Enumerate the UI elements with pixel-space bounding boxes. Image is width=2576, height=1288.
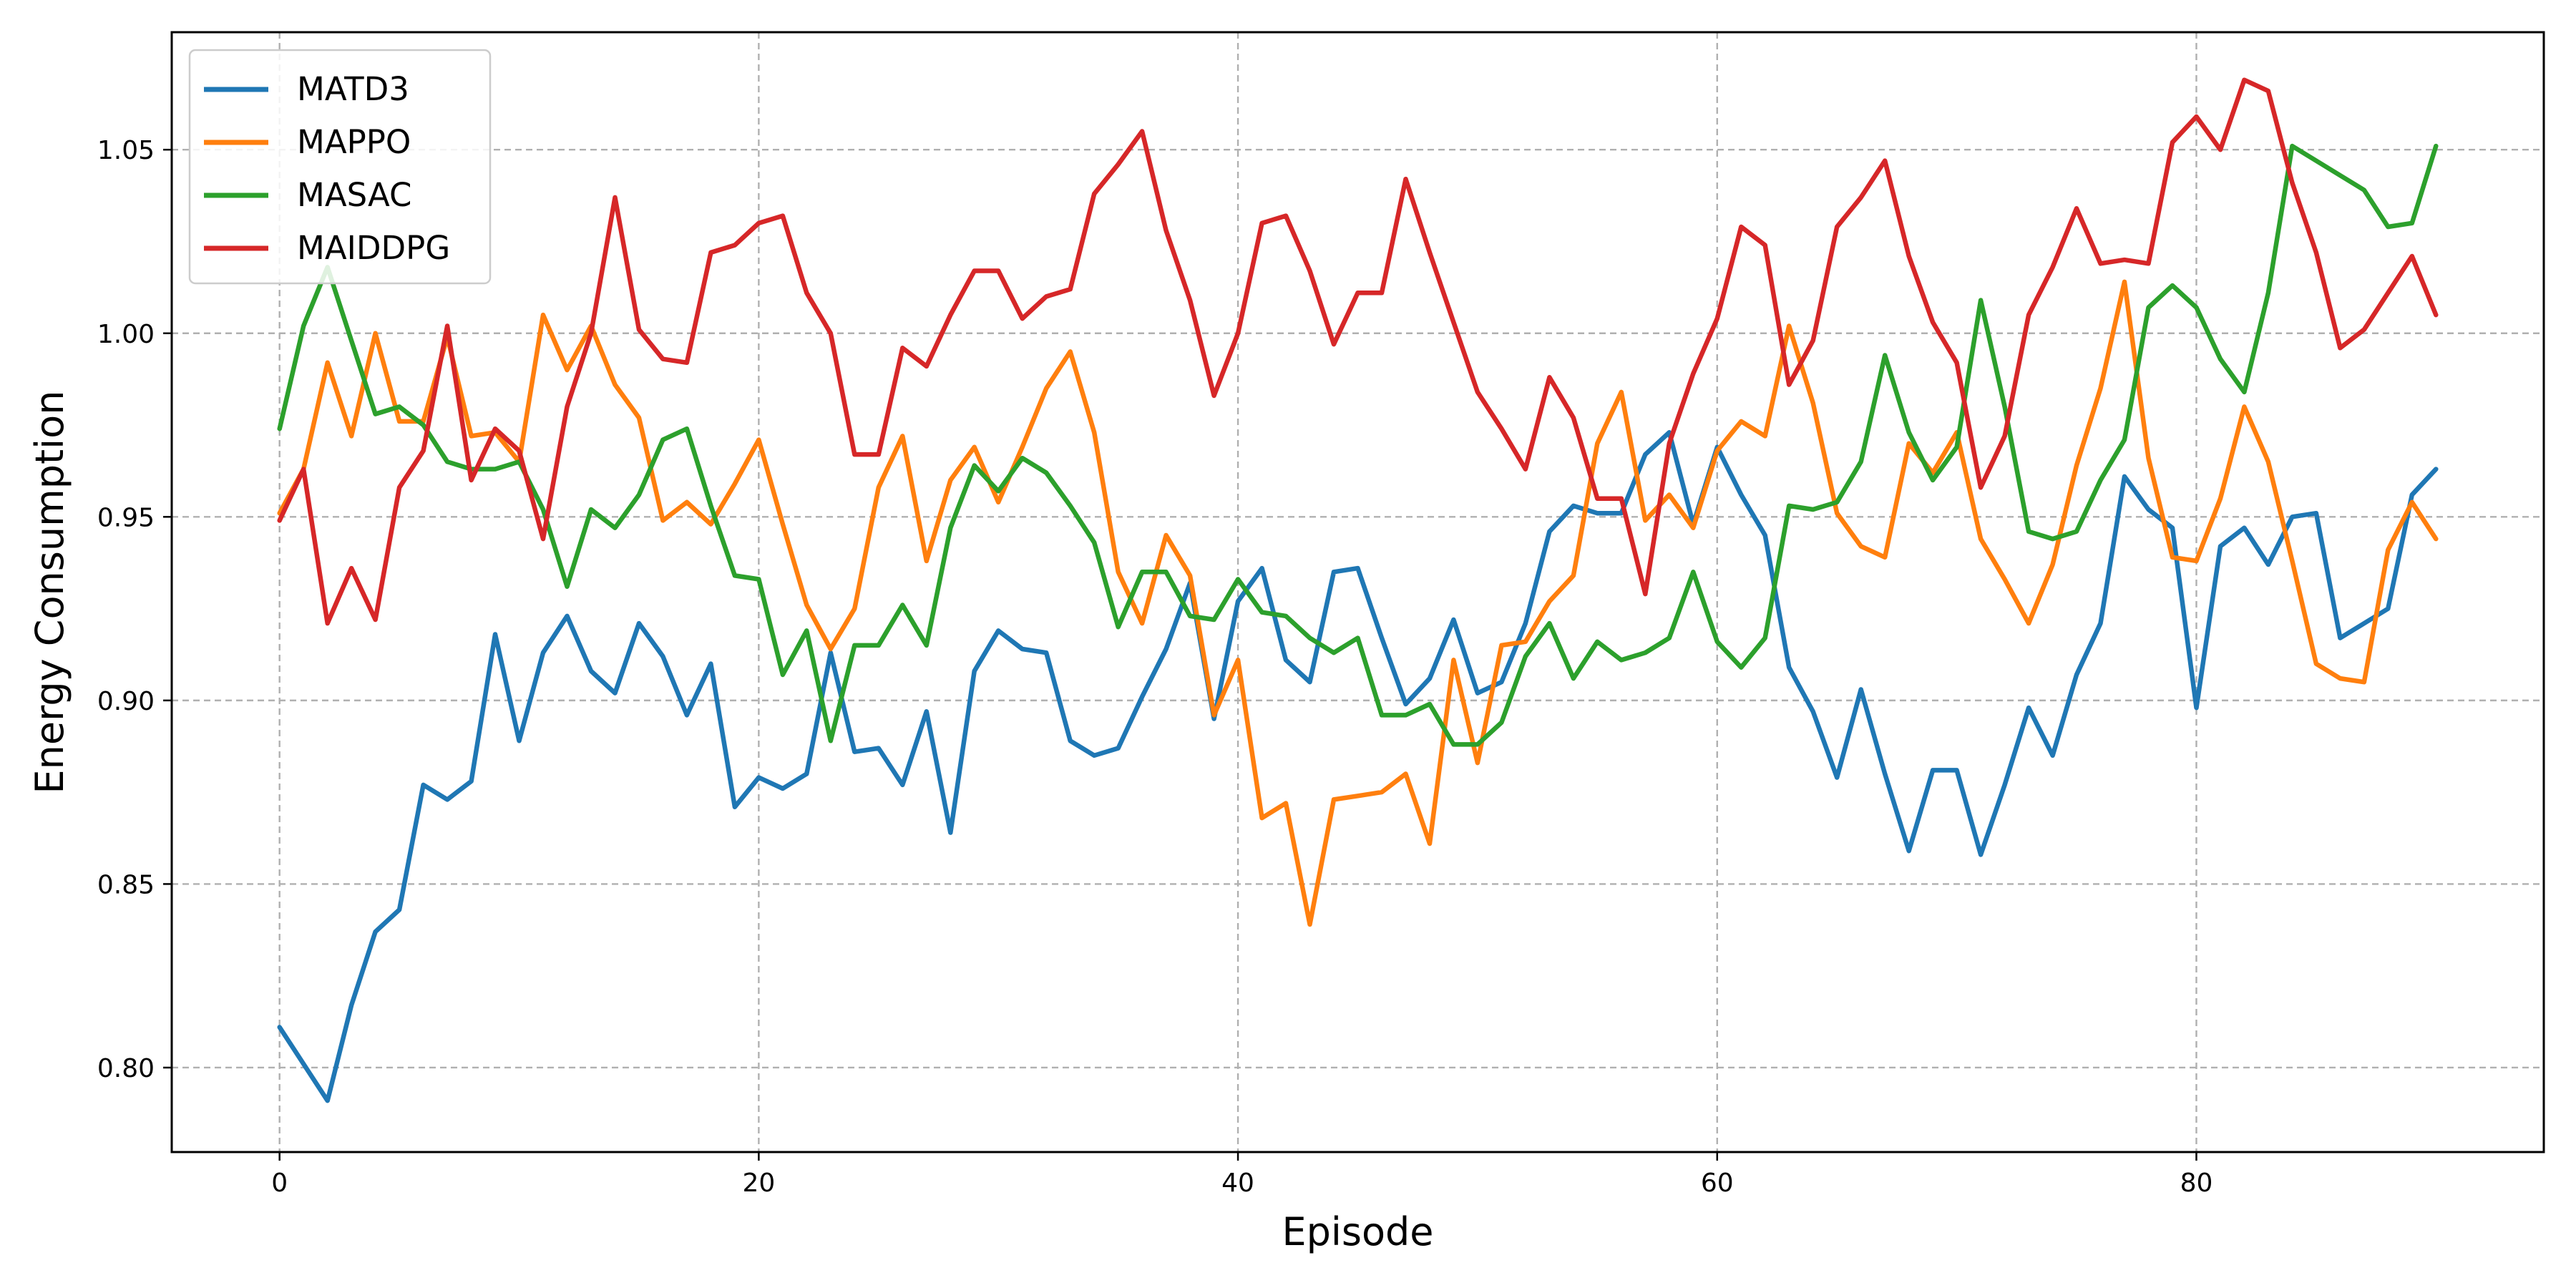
series-line-mappo — [277, 279, 2439, 927]
y-tick-label: 0.85 — [97, 870, 155, 899]
y-tick-label: 0.95 — [97, 503, 155, 532]
x-tick-label: 0 — [271, 1169, 288, 1198]
legend-label-matd3: MATD3 — [297, 70, 409, 108]
plot-frame — [170, 31, 2545, 1153]
y-tick-label: 1.00 — [97, 320, 155, 349]
series-line-maiddpg — [277, 77, 2439, 626]
legend-label-maiddpg: MAIDDPG — [297, 229, 450, 267]
x-tick-label: 20 — [742, 1169, 775, 1198]
legend-label-masac: MASAC — [297, 176, 411, 214]
series-group — [277, 77, 2439, 1103]
legend-box — [188, 49, 492, 285]
x-axis-label: Episode — [1282, 1209, 1433, 1254]
y-tick-label: 0.90 — [97, 687, 155, 716]
legend-label-mappo: MAPPO — [297, 123, 411, 161]
y-axis-ticks: 0.80 0.85 0.90 0.95 1.00 1.05 — [97, 136, 172, 1083]
series-line-masac — [277, 143, 2439, 747]
y-tick-label: 1.05 — [97, 136, 155, 165]
y-axis-label: Energy Consumption — [27, 391, 72, 794]
x-tick-label: 60 — [1701, 1169, 1734, 1198]
x-tick-label: 80 — [2180, 1169, 2213, 1198]
y-tick-label: 0.80 — [97, 1054, 155, 1083]
legend: MATD3 MAPPO MASAC MAIDDPG — [188, 49, 492, 285]
series-line-matd3 — [277, 430, 2439, 1103]
x-tick-label: 40 — [1221, 1169, 1254, 1198]
grid — [172, 32, 2544, 1152]
x-axis-ticks: 0 20 40 60 80 — [271, 1152, 2212, 1198]
